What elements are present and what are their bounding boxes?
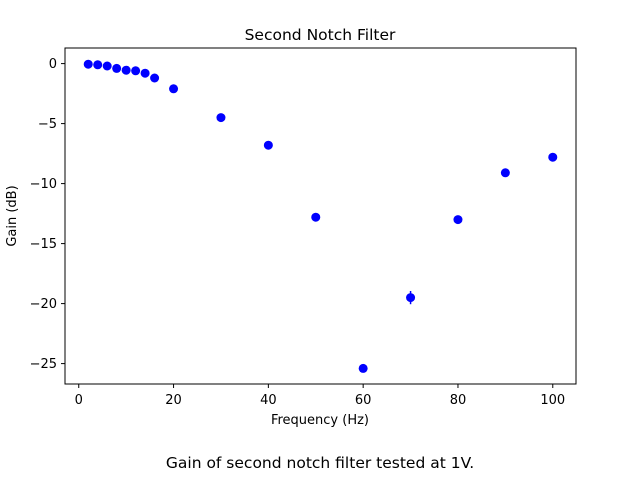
x-tick-label: 40: [260, 393, 277, 408]
data-point: [83, 59, 93, 69]
y-tick-label: −15: [30, 237, 57, 252]
data-point: [453, 215, 463, 225]
axes-frame: [64, 47, 577, 385]
data-point: [263, 140, 273, 150]
data-point: [140, 68, 150, 78]
data-point: [150, 73, 160, 83]
x-tick-label: 60: [355, 393, 372, 408]
data-point: [500, 168, 510, 178]
data-point: [121, 65, 131, 75]
chart-title: Second Notch Filter: [245, 26, 396, 44]
data-point: [169, 84, 179, 94]
data-point: [216, 113, 226, 123]
data-point: [131, 66, 141, 76]
data-point: [112, 63, 122, 73]
y-axis-label: Gain (dB): [5, 185, 20, 246]
x-tick-label: 0: [75, 393, 83, 408]
data-point: [93, 60, 103, 70]
data-point: [406, 293, 416, 303]
y-tick-label: 0: [49, 57, 57, 72]
data-point: [102, 61, 112, 71]
y-tick-label: −10: [30, 177, 57, 192]
figure-caption: Gain of second notch filter tested at 1V…: [165, 454, 475, 472]
x-tick-label: 20: [165, 393, 182, 408]
y-tick-label: −25: [30, 357, 57, 372]
data-point: [548, 152, 558, 162]
data-point: [358, 363, 368, 373]
x-axis-label: Frequency (Hz): [271, 413, 369, 428]
x-tick-label: 100: [540, 393, 565, 408]
x-tick-label: 80: [450, 393, 467, 408]
data-point: [311, 212, 321, 222]
plot-area: 0 20 40 60 80 100 0 −5 −10 −15 −20 −25: [30, 57, 566, 408]
y-tick-label: −5: [38, 117, 57, 132]
y-tick-label: −20: [30, 297, 57, 312]
